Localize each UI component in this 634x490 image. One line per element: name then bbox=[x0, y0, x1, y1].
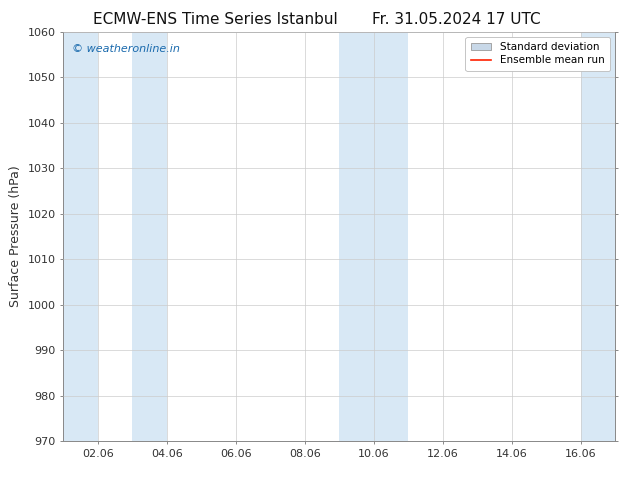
Bar bbox=[63, 32, 98, 441]
Legend: Standard deviation, Ensemble mean run: Standard deviation, Ensemble mean run bbox=[465, 37, 610, 71]
Text: Fr. 31.05.2024 17 UTC: Fr. 31.05.2024 17 UTC bbox=[372, 12, 541, 27]
Bar bbox=[133, 32, 167, 441]
Bar bbox=[339, 32, 373, 441]
Bar bbox=[373, 32, 408, 441]
Text: ECMW-ENS Time Series Istanbul: ECMW-ENS Time Series Istanbul bbox=[93, 12, 338, 27]
Bar bbox=[581, 32, 615, 441]
Text: © weatheronline.in: © weatheronline.in bbox=[72, 44, 179, 54]
Y-axis label: Surface Pressure (hPa): Surface Pressure (hPa) bbox=[9, 166, 22, 307]
